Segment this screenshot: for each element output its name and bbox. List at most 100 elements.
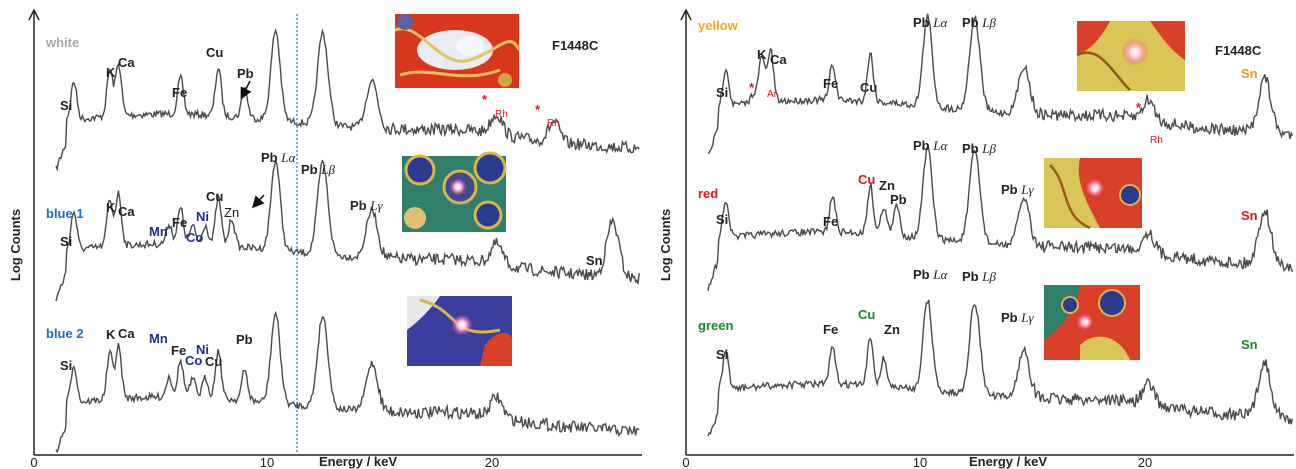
green-pbla: Pb Lα (913, 267, 948, 282)
photo-blue1 (402, 151, 507, 232)
white-pb: Pb (237, 66, 254, 81)
figure-id-right: F1448C (1215, 43, 1262, 58)
yellow-ca: Ca (770, 52, 787, 67)
blue2-mn: Mn (149, 331, 168, 346)
spectrum-blue-1 (55, 159, 640, 302)
left-y-axis-title: Log Counts (8, 209, 23, 281)
left-x-axis-title: Energy / keV (319, 454, 397, 469)
label-red: red (698, 186, 718, 201)
photo-red (1044, 158, 1142, 230)
spectrum-white (55, 28, 640, 172)
red-pb: Pb (890, 192, 907, 207)
white-ca: Ca (118, 55, 135, 70)
label-green: green (698, 318, 733, 333)
right-tick-10: 10 (913, 455, 927, 469)
right-panel: 0 10 20 Energy / keV Log Counts (658, 8, 1294, 469)
white-rh-star-2: * (535, 102, 541, 117)
left-y-axis-arrow (28, 8, 40, 21)
red-pblg: Pb Lγ (1001, 182, 1034, 197)
photo-blue2 (407, 296, 512, 366)
label-blue1: blue 1 (46, 206, 84, 221)
blue1-k: K (106, 200, 116, 215)
yellow-si: Si (716, 85, 728, 100)
blue2-cu: Cu (205, 354, 222, 369)
green-sn: Sn (1241, 337, 1258, 352)
blue1-co: Co (186, 230, 203, 245)
white-rh-2: Rh (547, 118, 560, 129)
green-si: Si (716, 347, 728, 362)
spectrum-yellow (707, 13, 1294, 154)
left-panel: 0 10 20 Energy / keV Log Counts (8, 8, 642, 469)
blue1-sn: Sn (586, 253, 603, 268)
white-rh-1: Rh (495, 109, 508, 120)
red-pbla: Pb Lα (913, 138, 948, 153)
red-fe: Fe (823, 214, 838, 229)
red-zn: Zn (879, 178, 895, 193)
yellow-rh-star: * (1136, 100, 1142, 115)
yellow-pbla: Pb Lα (913, 15, 948, 30)
white-pb-arrow (240, 80, 252, 100)
blue2-pb: Pb (236, 332, 253, 347)
yellow-ar: Ar (767, 89, 778, 100)
photo-green (1044, 285, 1140, 360)
blue1-ni: Ni (196, 209, 209, 224)
blue1-zn: Zn (224, 205, 239, 220)
yellow-ar-star: * (749, 80, 755, 95)
green-zn: Zn (884, 322, 900, 337)
blue1-cu: Cu (206, 189, 223, 204)
right-tick-20: 20 (1138, 455, 1152, 469)
red-si: Si (716, 212, 728, 227)
blue1-pbla: Pb Lα (261, 150, 296, 165)
yellow-fe: Fe (823, 76, 838, 91)
blue2-co: Co (185, 353, 202, 368)
photo-yellow (1076, 21, 1185, 91)
figure-id-left: F1448C (552, 38, 599, 53)
yellow-sn: Sn (1241, 66, 1258, 81)
label-yellow: yellow (698, 18, 739, 33)
white-cu: Cu (206, 45, 223, 60)
photo-white (394, 14, 521, 88)
blue1-zn-arrow (251, 194, 265, 209)
left-tick-10: 10 (260, 455, 274, 469)
blue1-si: Si (60, 234, 72, 249)
blue1-fe: Fe (172, 215, 187, 230)
spectrum-blue-2 (55, 310, 640, 454)
left-labels: white Si K Ca Fe Cu Pb * Rh * Rh blue 1 … (45, 35, 603, 373)
green-pblg: Pb Lγ (1001, 310, 1034, 325)
blue2-fe: Fe (171, 343, 186, 358)
green-pblb: Pb Lβ (962, 269, 996, 284)
green-fe: Fe (823, 322, 838, 337)
white-fe: Fe (172, 85, 187, 100)
blue2-ni: Ni (196, 342, 209, 357)
spectrum-green (707, 299, 1294, 437)
blue1-pblg: Pb Lγ (350, 198, 383, 213)
red-pblb: Pb Lβ (962, 141, 996, 156)
left-tick-20: 20 (485, 455, 499, 469)
right-labels: yellow Si * Ar K Ca Fe Cu Pb Lα Pb Lβ * … (698, 15, 1258, 362)
green-cu: Cu (858, 307, 875, 322)
label-white: white (45, 35, 79, 50)
right-y-axis-title: Log Counts (658, 209, 673, 281)
red-sn: Sn (1241, 208, 1258, 223)
left-tick-0: 0 (30, 455, 37, 469)
white-si: Si (60, 98, 72, 113)
white-rh-star-1: * (482, 92, 488, 107)
left-traces (55, 28, 640, 454)
red-cu: Cu (858, 172, 875, 187)
blue2-k: K (106, 327, 116, 342)
spectrum-red (707, 143, 1294, 291)
yellow-pblb: Pb Lβ (962, 15, 996, 30)
right-tick-0: 0 (682, 455, 689, 469)
right-x-axis-title: Energy / keV (969, 454, 1047, 469)
blue2-si: Si (60, 358, 72, 373)
blue1-pblb: Pb Lβ (301, 162, 335, 177)
yellow-rh: Rh (1150, 135, 1163, 146)
blue1-mn: Mn (149, 224, 168, 239)
blue1-ca: Ca (118, 204, 135, 219)
yellow-cu: Cu (860, 80, 877, 95)
yellow-k: K (757, 47, 767, 62)
label-blue2: blue 2 (46, 326, 84, 341)
white-k: K (106, 65, 116, 80)
right-traces (707, 13, 1294, 437)
